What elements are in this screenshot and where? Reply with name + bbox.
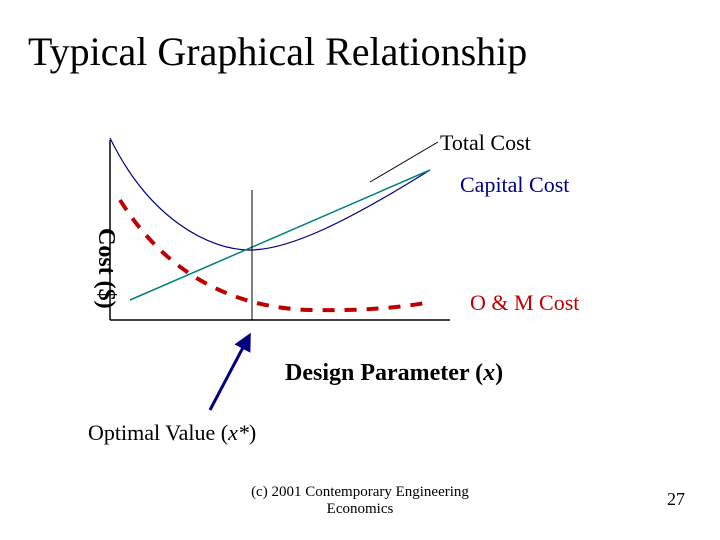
capital-cost-label: Capital Cost <box>460 172 569 198</box>
om-cost-label: O & M Cost <box>470 290 579 316</box>
x-axis-var: x <box>483 360 495 386</box>
x-axis-label: Design Parameter (x) <box>285 360 503 387</box>
x-axis-suffix: ) <box>495 360 503 386</box>
footer-line1: (c) 2001 Contemporary Engineering <box>0 484 720 501</box>
optimal-var: x* <box>228 420 249 445</box>
om-cost-curve <box>120 200 430 310</box>
cost-chart <box>90 130 490 330</box>
optimal-arrow <box>210 338 248 410</box>
optimal-prefix: Optimal Value ( <box>88 420 228 445</box>
page-title: Typical Graphical Relationship <box>28 28 527 75</box>
total-cost-leader <box>370 142 438 182</box>
optimal-value-label: Optimal Value (x*) <box>88 420 256 446</box>
optimal-suffix: ) <box>249 420 256 445</box>
y-axis-label: Cost ($) <box>92 228 119 309</box>
total-cost-label: Total Cost <box>440 130 531 156</box>
capital-cost-line <box>130 170 430 300</box>
total-cost-curve <box>110 138 430 250</box>
footer-line2: Economics <box>0 501 720 518</box>
footer-copyright: (c) 2001 Contemporary Engineering Econom… <box>0 484 720 518</box>
page-number: 27 <box>667 489 685 510</box>
x-axis-prefix: Design Parameter ( <box>285 360 483 386</box>
